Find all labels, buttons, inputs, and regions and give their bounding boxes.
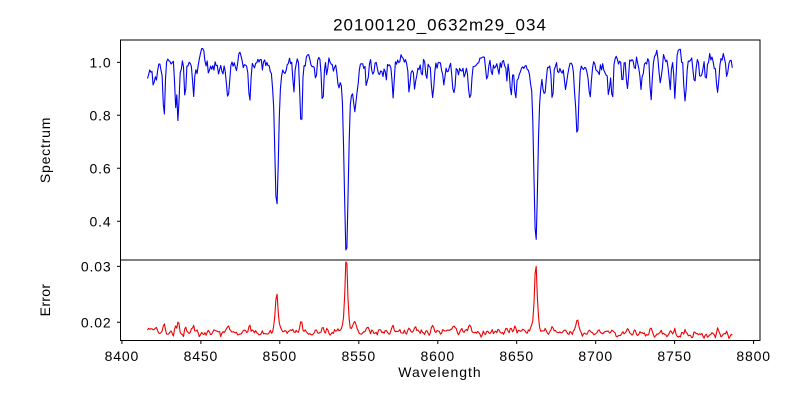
- svg-text:Wavelength: Wavelength: [398, 364, 481, 380]
- svg-text:8600: 8600: [421, 348, 456, 364]
- svg-text:8700: 8700: [578, 348, 613, 364]
- svg-text:8450: 8450: [184, 348, 219, 364]
- svg-text:8750: 8750: [657, 348, 692, 364]
- svg-text:8500: 8500: [263, 348, 298, 364]
- svg-text:Spectrum: Spectrum: [37, 117, 53, 183]
- svg-text:0.6: 0.6: [89, 160, 111, 176]
- svg-text:8550: 8550: [342, 348, 377, 364]
- svg-text:8400: 8400: [105, 348, 140, 364]
- svg-text:0.03: 0.03: [81, 259, 112, 275]
- svg-text:1.0: 1.0: [89, 55, 111, 71]
- svg-text:8650: 8650: [499, 348, 534, 364]
- svg-text:0.8: 0.8: [89, 107, 111, 123]
- svg-text:8800: 8800: [736, 348, 771, 364]
- svg-text:20100120_0632m29_034: 20100120_0632m29_034: [333, 16, 547, 35]
- svg-text:Error: Error: [37, 284, 53, 317]
- svg-text:0.02: 0.02: [81, 314, 112, 330]
- svg-text:0.4: 0.4: [89, 213, 111, 229]
